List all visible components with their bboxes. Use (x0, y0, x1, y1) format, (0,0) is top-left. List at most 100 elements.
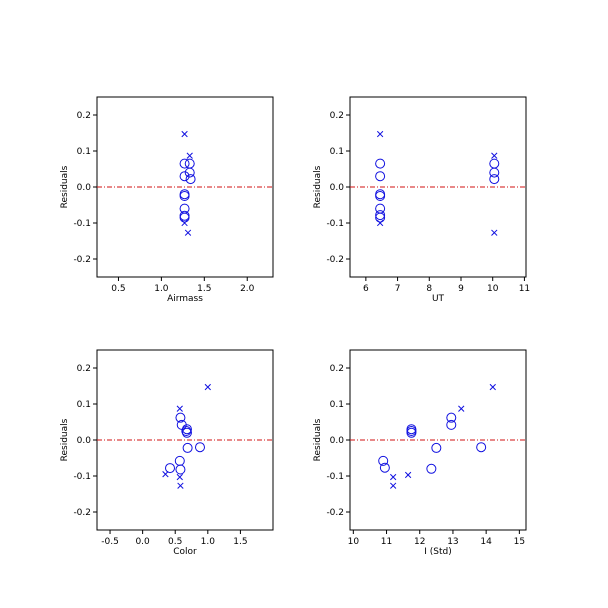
x-point-stroke (491, 229, 498, 236)
x-tick-label: 6 (363, 284, 369, 294)
circle-point (378, 455, 389, 466)
y-tick-label: 0.1 (77, 400, 91, 410)
x-point (176, 405, 183, 412)
x-point-stroke (181, 130, 188, 138)
y-axis-label: Residuals (60, 165, 70, 208)
y-axis-label: Residuals (60, 418, 70, 461)
x-tick-label: 10 (487, 284, 499, 294)
x-point (489, 383, 496, 391)
x-axis-label: I (Std) (424, 547, 452, 557)
x-point (458, 405, 465, 412)
circle-point (489, 174, 500, 185)
x-point (204, 383, 211, 391)
x-point-stroke (176, 405, 183, 412)
circle-point (184, 167, 195, 178)
y-axis-label: Residuals (313, 165, 323, 208)
x-point-stroke (376, 130, 384, 138)
circle-point (179, 191, 190, 201)
circle-point (182, 442, 193, 453)
x-point-stroke (181, 219, 188, 227)
x-tick-label: 1.0 (154, 284, 169, 294)
panel-2: 6 7 8 9 10 11 -0.2 -0.1 0.0 0.1 0.2 UT Residuals (313, 96, 530, 304)
x-point-stroke (376, 219, 384, 227)
y-tick-label: 0.0 (330, 436, 345, 446)
circle-point (175, 412, 186, 423)
y-tick-label: -0.2 (326, 508, 344, 518)
y-axis-label: Residuals (313, 418, 323, 461)
x-point-stroke (390, 482, 397, 489)
y-tick-label: 0.0 (330, 183, 345, 193)
y-tick-label: -0.1 (73, 219, 91, 229)
x-point-stroke (489, 383, 496, 391)
circle-point (375, 158, 386, 169)
x-point (181, 130, 188, 138)
x-point-stroke (186, 152, 193, 159)
x-tick-label: 14 (480, 537, 492, 547)
x-point-stroke (184, 229, 192, 236)
y-tick-label: 0.1 (77, 147, 91, 157)
circle-point (406, 427, 417, 438)
x-tick-label: -0.5 (101, 537, 119, 547)
x-tick-label: 7 (395, 284, 401, 294)
x-point (390, 473, 397, 481)
y-tick-label: -0.1 (73, 472, 91, 482)
x-point-stroke (177, 482, 184, 489)
circle-point (476, 442, 487, 453)
x-tick-label: 1.0 (201, 537, 216, 547)
y-tick-label: 0.2 (77, 364, 91, 374)
y-tick-label: -0.2 (326, 255, 344, 265)
circle-point (194, 442, 205, 453)
circle-point (179, 171, 190, 182)
x-tick-label: 15 (514, 537, 525, 547)
y-tick-label: 0.2 (330, 364, 344, 374)
circle-point (375, 171, 386, 182)
x-tick-label: 8 (426, 284, 432, 294)
circle-point (446, 419, 457, 430)
circle-point (489, 158, 500, 169)
x-point-stroke (162, 471, 169, 478)
y-tick-label: 0.0 (77, 436, 92, 446)
x-tick-label: 2.0 (240, 284, 255, 294)
x-point (176, 473, 183, 481)
x-point-stroke (176, 473, 183, 481)
y-tick-label: 0.2 (77, 111, 91, 121)
y-tick-label: 0.2 (330, 111, 344, 121)
circle-point (379, 462, 390, 473)
x-point (177, 482, 184, 489)
x-point (491, 229, 498, 236)
x-axis-label: UT (432, 294, 445, 304)
x-point-stroke (491, 152, 498, 159)
x-tick-label: 1.5 (197, 284, 211, 294)
panel-4: 10 11 12 13 14 15 -0.2 -0.1 0.0 0.1 0.2 I (Std) Resi… (313, 349, 527, 557)
y-tick-label: -0.1 (326, 219, 344, 229)
x-tick-label: 9 (458, 284, 464, 294)
y-tick-label: 0.1 (330, 147, 344, 157)
x-point (376, 130, 384, 138)
circle-point (175, 464, 186, 475)
circle-point (179, 212, 190, 223)
x-tick-label: 11 (519, 284, 530, 294)
x-point-stroke (404, 471, 412, 479)
circle-point (375, 212, 386, 223)
circle-point (174, 455, 185, 466)
circle-point (446, 412, 457, 423)
circle-point (426, 463, 437, 474)
x-tick-label: 0.0 (135, 537, 150, 547)
circle-point (181, 427, 192, 438)
circle-point (184, 158, 195, 169)
circle-point (179, 158, 190, 169)
x-axis-label: Airmass (167, 294, 203, 304)
x-point-stroke (458, 405, 465, 412)
y-tick-label: -0.2 (73, 508, 91, 518)
x-point (184, 229, 192, 236)
circle-point (375, 210, 386, 221)
circle-point (431, 442, 442, 453)
panel-3: -0.5 0.0 0.5 1.0 1.5 -0.2 -0.1 0.0 0.1 0.2 Color Re… (60, 349, 274, 557)
x-tick-label: 0.5 (168, 537, 182, 547)
x-tick-label: 10 (348, 537, 360, 547)
x-point (376, 219, 384, 227)
x-point (404, 471, 412, 479)
x-tick-label: 13 (447, 537, 458, 547)
y-tick-label: -0.2 (73, 255, 91, 265)
